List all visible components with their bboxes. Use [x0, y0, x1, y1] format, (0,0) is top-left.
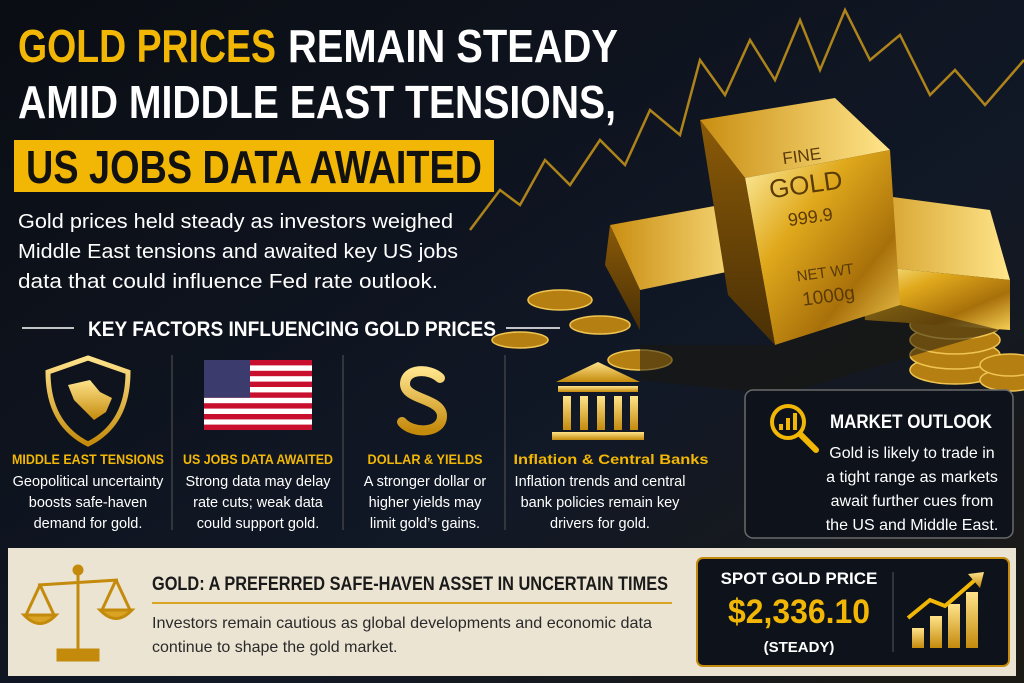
factor-text: A stronger dollar or: [364, 474, 487, 490]
factor-text: higher yields may: [369, 495, 483, 511]
background-price-line: [469, 6, 1024, 231]
factor-title: DOLLAR & YIELDS: [368, 451, 483, 467]
safe-haven-title: GOLD: A PREFERRED SAFE-HAVEN ASSET IN UN…: [152, 574, 668, 595]
factor-text: could support gold.: [197, 516, 320, 532]
intro-text: Gold prices held steady as investors wei…: [18, 211, 453, 233]
gold-bar-main: FINE GOLD 999.9 NET WT 1000g: [640, 98, 1000, 395]
title: US JOBS DATA AWAITED: [26, 141, 482, 193]
safe-haven-text: Investors remain cautious as global deve…: [152, 615, 652, 632]
title-highlight-box: [14, 140, 494, 192]
factor-text: rate cuts; weak data: [193, 495, 324, 511]
spot-price-value: $2,336.10: [728, 593, 870, 631]
factor-text: drivers for gold.: [550, 516, 650, 532]
safe-haven-text: continue to shape the gold market.: [152, 639, 398, 656]
intro-text: Middle East tensions and awaited key US …: [18, 241, 458, 263]
spot-price-status: (STEADY): [764, 639, 835, 656]
factor-text: Geopolitical uncertainty: [13, 474, 164, 490]
factor-text: boosts safe-haven: [29, 495, 148, 511]
title-highlight: GOLD PRICES: [18, 20, 276, 72]
title: AMID MIDDLE EAST TENSIONS,: [18, 76, 616, 128]
factor-title: MIDDLE EAST TENSIONS: [12, 451, 164, 467]
factor-text: demand for gold.: [34, 516, 143, 532]
icon-scale: [20, 564, 136, 662]
icon-magnifier: [770, 404, 819, 453]
spot-price-label: SPOT GOLD PRICE: [721, 569, 878, 588]
factor-text: limit gold’s gains.: [370, 516, 480, 532]
factor-title: Inflation & Central Banks: [514, 451, 709, 467]
market-outlook-text: a tight range as markets: [826, 469, 998, 486]
icon-rising-bars: [906, 572, 984, 648]
icon-bank: [552, 362, 644, 440]
market-outlook-text: await further cues from: [831, 493, 994, 510]
market-outlook-text: the US and Middle East.: [826, 517, 999, 534]
intro-text: data that could influence Fed rate outlo…: [18, 271, 438, 293]
factor-text: Strong data may delay: [185, 474, 331, 490]
factor-text: Inflation trends and central: [515, 474, 686, 490]
title: REMAIN STEADY: [288, 20, 618, 72]
factor-text: bank policies remain key: [521, 495, 681, 511]
market-outlook-text: Gold is likely to trade in: [829, 445, 994, 462]
market-outlook-title: MARKET OUTLOOK: [830, 412, 992, 433]
icon-us-flag: [204, 360, 312, 430]
icon-dollar: [397, 360, 448, 440]
icon-shield: [45, 355, 131, 447]
column-dividers: [171, 355, 506, 530]
market-outlook-box: [744, 389, 1014, 539]
factor-title: US JOBS DATA AWAITED: [183, 451, 333, 467]
section-heading: KEY FACTORS INFLUENCING GOLD PRICES: [88, 318, 496, 341]
